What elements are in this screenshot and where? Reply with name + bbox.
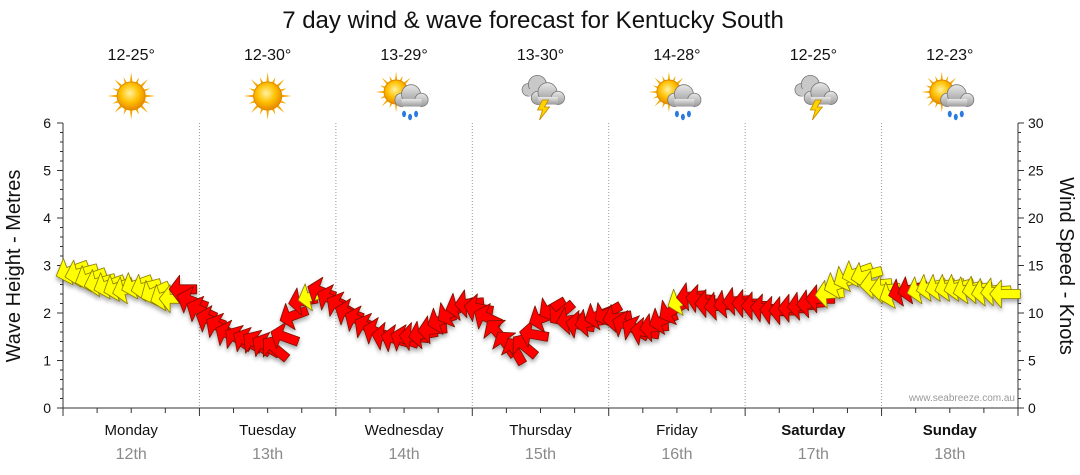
temperature-range: 13-29° [380,47,427,64]
y2-tick-label: 25 [1028,163,1044,179]
weather-forecast-row: 12-25° 12-30° 13-29° 13-30° 14-28° 12-25° 12-2… [107,47,975,121]
day-date: 13th [252,446,283,463]
y2-tick-label: 0 [1028,400,1036,416]
day-date: 16th [661,446,692,463]
wind-arrow-series [55,258,1021,367]
day-name: Thursday [509,422,572,439]
sun-ray [667,71,671,82]
y-tick-label: 0 [43,400,51,416]
y-tick-label: 3 [43,258,51,274]
temperature-range: 13-30° [517,47,564,64]
chart-grid [62,123,1019,409]
y-tick-label: 4 [43,210,51,226]
cloud-base [674,98,695,107]
sunny-icon [243,72,292,120]
sun-ray [243,94,256,98]
temperature-range: 14-28° [653,47,700,64]
day-name: Friday [656,422,698,439]
rain-drop [674,110,679,118]
sun-ray [375,90,386,94]
cloud-base [401,98,422,107]
partly-cloudy-rain-icon [375,71,429,121]
sun-ray [129,108,133,120]
rain-drop [686,110,691,118]
rain-drop [408,113,413,121]
sun-ray [266,108,270,120]
y-tick-label: 5 [43,163,51,179]
y2-tick-label: 5 [1028,353,1036,369]
y2-tick-label: 30 [1028,115,1044,131]
day-axis: Monday 12th Tuesday 13th Wednesday 14th Thursd… [62,408,1019,463]
day-name: Monday [105,422,159,439]
wind-arrow [989,279,1021,309]
chart-title: 7 day wind & wave forecast for Kentucky … [282,7,784,34]
wind-arrow [814,279,845,309]
rain-drop [947,110,952,118]
sun-ray [129,72,133,84]
sun-ray [394,71,398,82]
rain-drop [953,113,958,121]
sun-ray [394,102,398,113]
sun-ray [940,71,944,82]
rain-drop [402,110,407,118]
day-name: Wednesday [365,422,444,439]
y-tick-label: 1 [43,353,51,369]
rain-drop [959,110,964,118]
temperature-range: 12-25° [108,47,155,64]
right-axis: 0 5 10 15 20 25 30 [1018,115,1044,416]
y2-tick-label: 10 [1028,305,1044,321]
temperature-range: 12-30° [244,47,291,64]
wind-arrow [463,293,494,322]
temperature-range: 12-23° [926,47,973,64]
day-name: Tuesday [239,422,296,439]
lightning-bolt [536,99,551,121]
sun-ray [143,94,156,98]
y-tick-label: 2 [43,305,51,321]
y-axis-label: Wave Height - Metres [3,170,25,363]
sun-ray [107,94,119,98]
partly-cloudy-rain-icon [921,71,975,121]
rain-drop [680,113,685,121]
sun-ray [921,90,932,94]
rain-drop [414,110,419,118]
day-name: Saturday [781,422,846,439]
day-name: Sunday [923,422,978,439]
partly-cloudy-rain-icon [648,71,702,121]
storm-icon [794,75,838,121]
day-date: 12th [116,446,147,463]
day-date: 15th [525,446,556,463]
sun-ray [648,90,659,94]
cloud-base [947,98,968,107]
sun-ray [667,102,671,113]
sun-ray [940,102,944,113]
day-date: 18th [934,446,965,463]
y2-axis-label: Wind Speed - Knots [1055,177,1077,355]
left-axis: 0 1 2 3 4 5 6 [43,115,63,416]
y2-tick-label: 20 [1028,210,1044,226]
day-date: 14th [389,446,420,463]
temperature-range: 12-25° [790,47,837,64]
credit-text: www.seabreeze.com.au [908,393,1015,404]
sun-ray [266,72,270,84]
wind-arrow [417,315,448,345]
y-tick-label: 6 [43,115,51,131]
wind-arrow [279,303,310,331]
sun-disc [116,81,146,111]
sun-disc [253,81,283,111]
day-date: 17th [798,446,829,463]
lightning-bolt [809,99,824,121]
y2-tick-label: 15 [1028,258,1044,274]
sunny-icon [107,72,156,120]
storm-icon [521,75,565,121]
sun-ray [280,94,292,98]
